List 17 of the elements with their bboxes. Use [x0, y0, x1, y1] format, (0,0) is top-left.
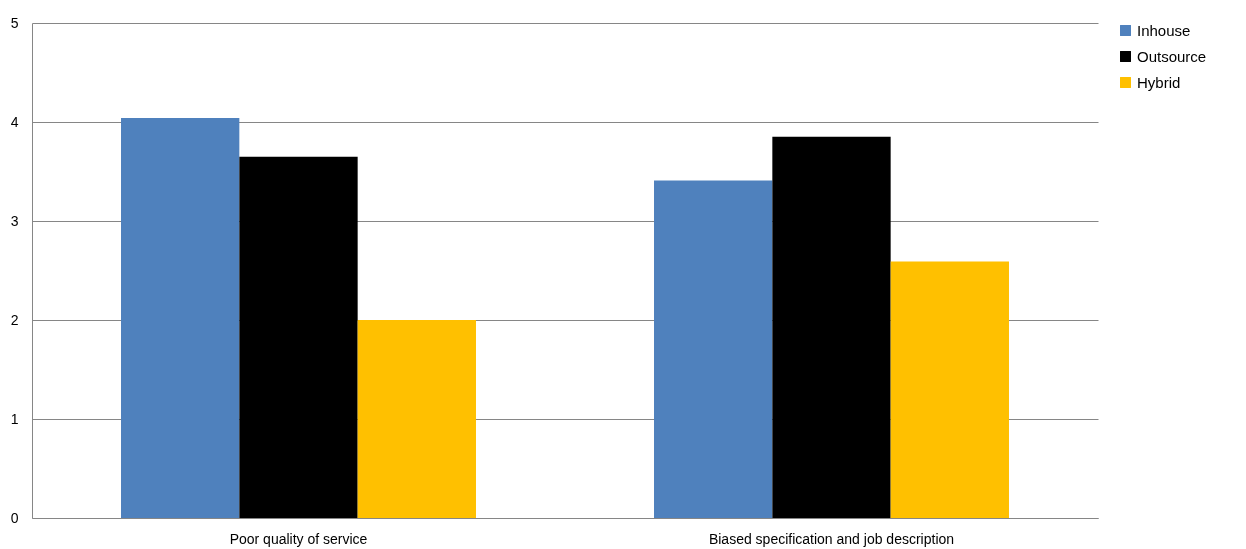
legend-label: Outsource	[1137, 47, 1207, 65]
legend-label: Inhouse	[1137, 21, 1191, 39]
y-tick-label: 3	[10, 212, 19, 229]
y-tick-label: 4	[10, 113, 19, 130]
bar	[121, 118, 240, 518]
bar	[654, 180, 773, 518]
y-tick-label: 1	[10, 410, 19, 427]
bar	[772, 136, 891, 518]
bar	[239, 156, 358, 518]
y-tick-label: 0	[10, 509, 19, 526]
bar	[357, 320, 476, 518]
bar	[890, 261, 1009, 518]
x-tick-label: Biased specification and job description	[708, 530, 955, 547]
y-tick-label: 2	[10, 311, 19, 328]
x-tick-label: Poor quality of service	[229, 530, 368, 547]
y-tick-label: 5	[10, 14, 19, 31]
legend-label: Hybrid	[1137, 73, 1181, 91]
